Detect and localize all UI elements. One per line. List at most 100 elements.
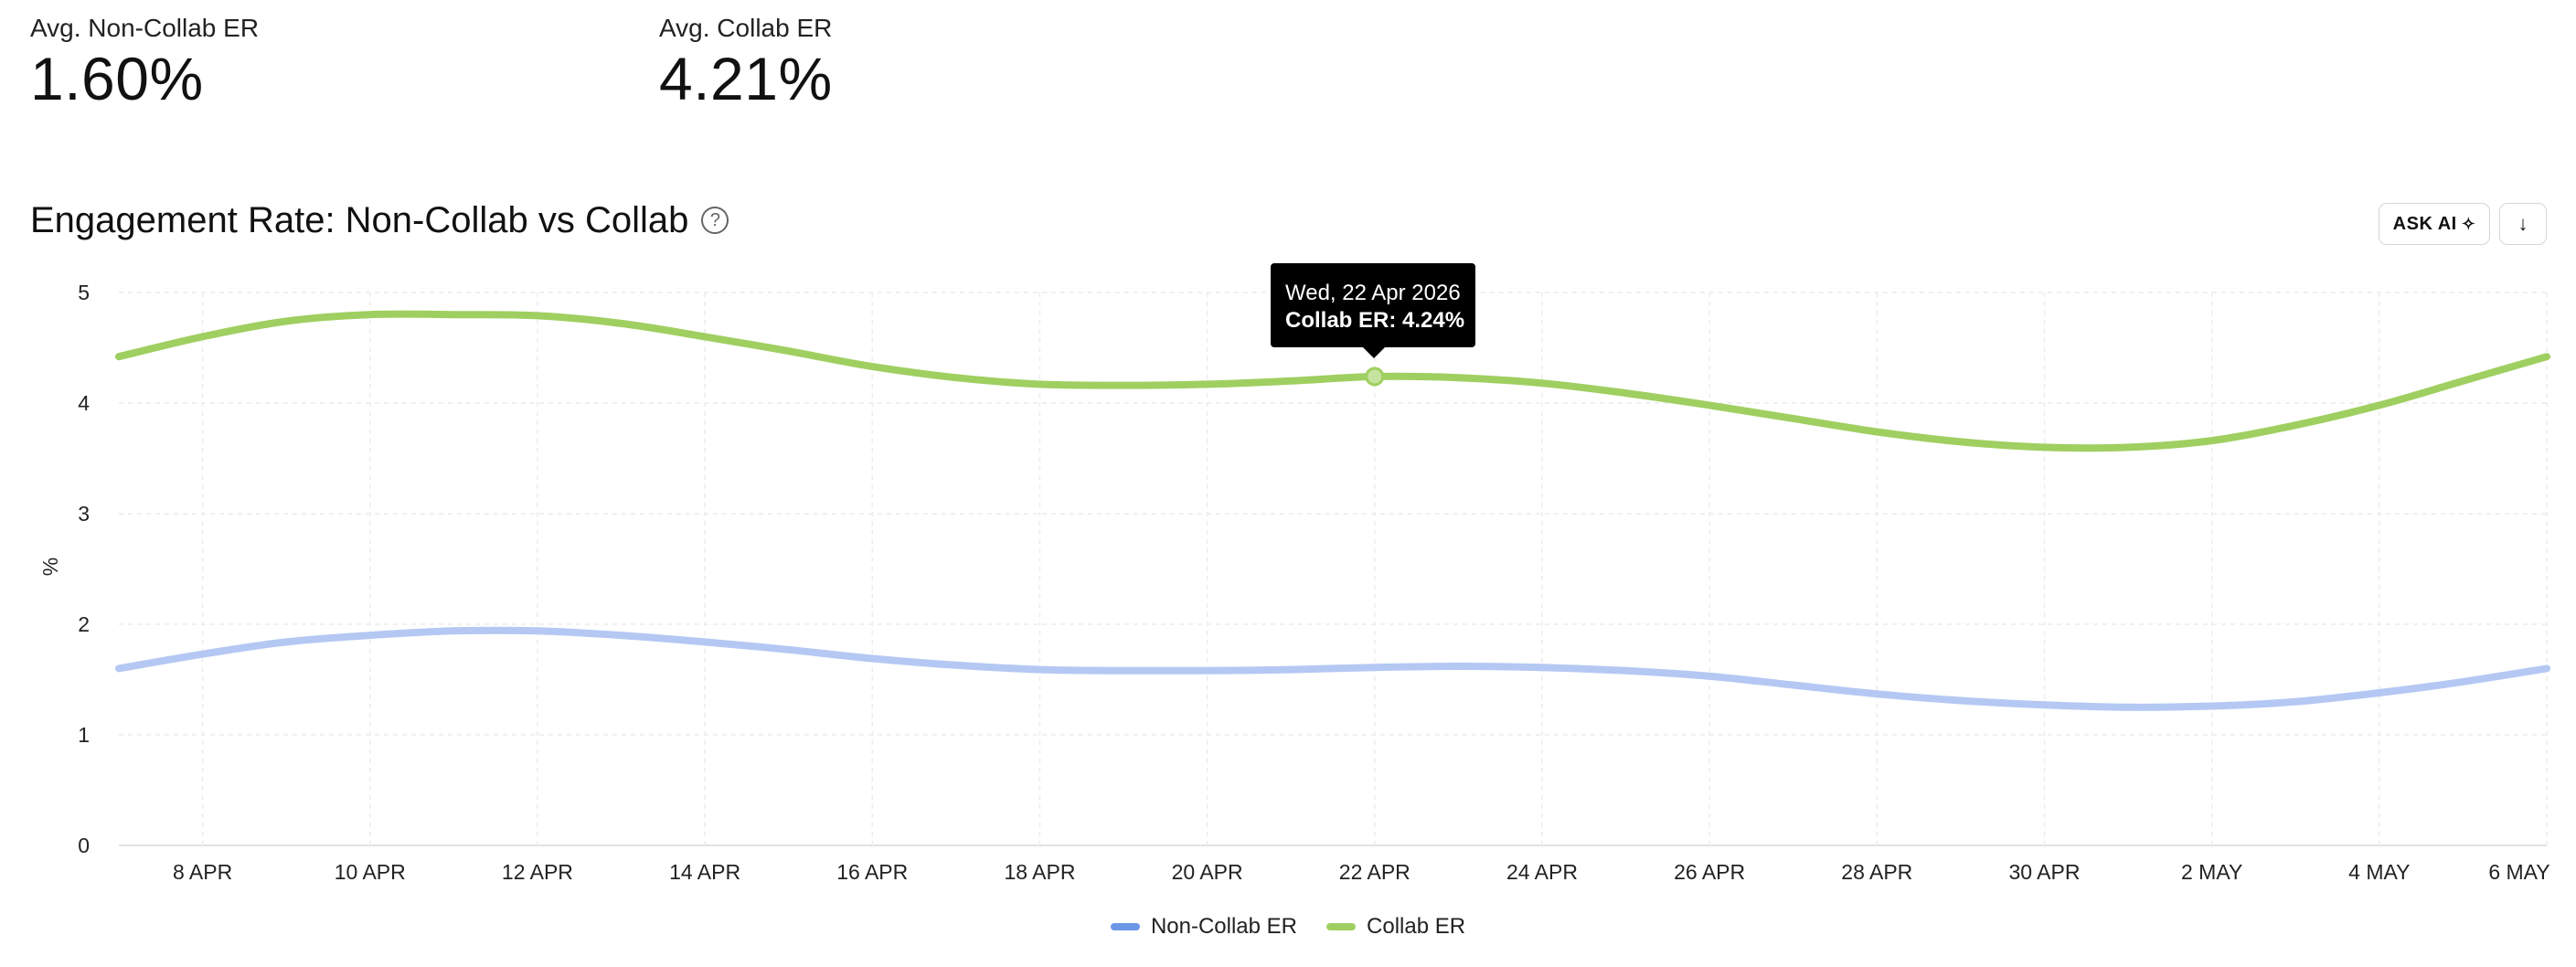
legend-item-non-collab[interactable]: Non-Collab ER <box>1110 914 1297 940</box>
data-point[interactable] <box>785 347 793 355</box>
data-point[interactable] <box>282 638 290 645</box>
data-point[interactable] <box>1371 664 1378 671</box>
data-point[interactable] <box>2040 701 2048 708</box>
x-tick-label: 18 APR <box>1004 860 1075 884</box>
data-point[interactable] <box>2376 401 2383 409</box>
data-point[interactable] <box>701 638 708 645</box>
data-point[interactable] <box>199 333 207 340</box>
data-point[interactable] <box>1706 673 1713 680</box>
data-point[interactable] <box>618 320 625 327</box>
data-point[interactable] <box>785 646 793 654</box>
x-tick-label: 12 APR <box>502 860 573 884</box>
data-point[interactable] <box>1036 380 1043 388</box>
ask-ai-label: ASK AI <box>2392 213 2457 234</box>
y-tick-label: 5 <box>78 281 90 304</box>
data-point[interactable] <box>1790 415 1797 422</box>
data-point[interactable] <box>701 333 708 340</box>
metric-label: Avg. Non-Collab ER <box>30 14 260 42</box>
data-point[interactable] <box>2543 664 2550 672</box>
data-point[interactable] <box>1873 428 1880 435</box>
x-tick-label: 22 APR <box>1339 860 1410 884</box>
legend-swatch <box>1110 923 1140 930</box>
data-point[interactable] <box>618 632 625 639</box>
data-point[interactable] <box>2459 377 2466 385</box>
chart-tooltip: Wed, 22 Apr 2026 Collab ER: 4.24% <box>1271 263 1475 358</box>
metric-collab: Avg. Collab ER 4.21% <box>659 13 833 112</box>
sparkle-icon: ✧ <box>2461 214 2476 233</box>
x-tick-label: 14 APR <box>669 860 740 884</box>
tooltip-date: Wed, 22 Apr 2026 <box>1285 281 1461 305</box>
data-point[interactable] <box>1454 374 1462 381</box>
data-point[interactable] <box>115 353 122 360</box>
x-tick-label: 24 APR <box>1506 860 1578 884</box>
legend-item-collab[interactable]: Collab ER <box>1326 914 1465 940</box>
data-point[interactable] <box>1454 663 1462 670</box>
metric-non-collab: Avg. Non-Collab ER 1.60% <box>30 13 259 112</box>
x-tick-label: 2 MAY <box>2181 860 2242 884</box>
ask-ai-button[interactable]: ASK AI ✧ <box>2379 203 2490 245</box>
y-tick-label: 0 <box>78 834 90 857</box>
data-point[interactable] <box>1204 667 1211 675</box>
data-point[interactable] <box>2459 678 2466 685</box>
question-circle-icon[interactable]: ? <box>701 207 729 234</box>
data-point[interactable] <box>2040 443 2048 451</box>
x-tick-label: 6 MAY <box>2488 860 2549 884</box>
download-button[interactable]: ↓ <box>2499 203 2547 245</box>
data-point[interactable] <box>2292 421 2299 429</box>
data-point[interactable] <box>1957 696 1964 704</box>
data-point[interactable] <box>868 363 876 370</box>
data-point[interactable] <box>534 627 541 634</box>
x-tick-label: 26 APR <box>1674 860 1745 884</box>
data-point[interactable] <box>2376 689 2383 696</box>
data-point[interactable] <box>953 662 960 669</box>
y-tick-label: 1 <box>78 723 90 747</box>
data-point[interactable] <box>1623 667 1630 675</box>
data-point[interactable] <box>450 311 457 318</box>
data-point[interactable] <box>1120 667 1127 675</box>
y-tick-label: 4 <box>78 391 90 415</box>
data-point[interactable] <box>1706 401 1713 409</box>
tooltip-value: Collab ER: 4.24% <box>1285 308 1465 333</box>
data-point[interactable] <box>367 632 374 639</box>
x-tick-label: 4 MAY <box>2348 860 2410 884</box>
data-point[interactable] <box>115 664 122 672</box>
data-point[interactable] <box>1287 666 1294 674</box>
data-point[interactable] <box>1120 382 1127 389</box>
data-point[interactable] <box>2543 353 2550 360</box>
data-point[interactable] <box>1623 389 1630 397</box>
data-point[interactable] <box>199 651 207 658</box>
x-tick-label: 10 APR <box>335 860 406 884</box>
data-point[interactable] <box>1538 379 1546 387</box>
x-tick-label: 28 APR <box>1841 860 1912 884</box>
data-point[interactable] <box>1873 690 1880 697</box>
data-point[interactable] <box>1287 377 1294 385</box>
data-point[interactable] <box>2292 698 2299 706</box>
legend-swatch <box>1326 923 1357 930</box>
data-point[interactable] <box>367 311 374 318</box>
data-point[interactable] <box>868 655 876 663</box>
hover-marker <box>1365 367 1385 387</box>
data-point[interactable] <box>2209 703 2216 710</box>
x-tick-label: 30 APR <box>2008 860 2080 884</box>
series-line-collab <box>115 310 2550 452</box>
data-point[interactable] <box>953 374 960 381</box>
data-point[interactable] <box>1204 380 1211 388</box>
data-point[interactable] <box>1957 438 1964 445</box>
x-tick-label: 16 APR <box>836 860 908 884</box>
data-point[interactable] <box>2209 437 2216 444</box>
data-point[interactable] <box>1036 666 1043 674</box>
legend-label: Collab ER <box>1367 914 1466 939</box>
data-point[interactable] <box>1790 682 1797 689</box>
data-point[interactable] <box>282 317 290 324</box>
data-point[interactable] <box>534 312 541 319</box>
data-point[interactable] <box>2124 704 2132 711</box>
y-tick-label: 3 <box>78 502 90 526</box>
data-point[interactable] <box>1538 664 1546 671</box>
metric-value: 1.60% <box>30 45 204 112</box>
metric-value: 4.21% <box>659 45 833 112</box>
chart-title-text: Engagement Rate: Non-Collab vs Collab <box>30 200 689 240</box>
data-point[interactable] <box>450 627 457 634</box>
chart-legend: Non-Collab ER Collab ER <box>0 914 2576 940</box>
arrow-down-icon: ↓ <box>2517 212 2528 235</box>
data-point[interactable] <box>2124 443 2132 451</box>
